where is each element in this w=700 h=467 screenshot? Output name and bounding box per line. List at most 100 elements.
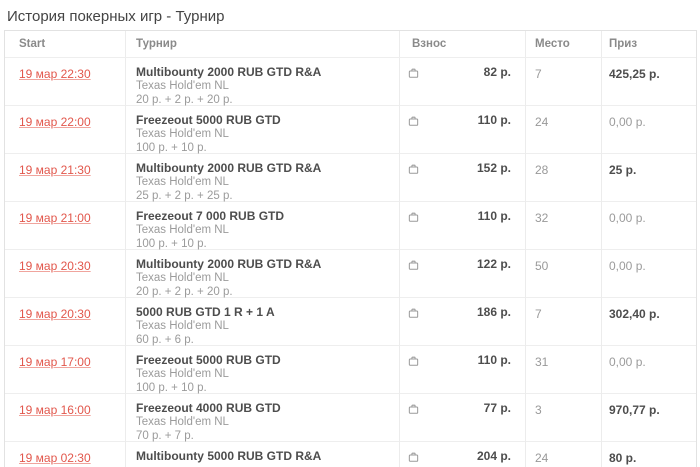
fee-value: 152 р. <box>476 161 511 175</box>
prize-value: 0,00 р. <box>609 355 646 369</box>
start-cell: 19 мар 16:00 <box>5 394 125 443</box>
tournament-start-link[interactable]: 19 мар 21:30 <box>19 163 91 177</box>
place-value: 24 <box>535 451 549 465</box>
game-type: Texas Hold'em NL <box>136 128 229 140</box>
table-row: 19 мар 16:00 Freezeout 4000 RUB GTD Texa… <box>5 393 696 443</box>
game-type: Texas Hold'em NL <box>136 416 229 428</box>
tournament-start-link[interactable]: 19 мар 02:30 <box>19 451 91 465</box>
tournament-history-table: Start Турнир Взнос Место Приз 19 мар 22:… <box>4 30 697 467</box>
tournament-name: Freezeout 7 000 RUB GTD <box>136 209 285 223</box>
buyin-structure: 20 р. + 2 р. + 20 р. <box>136 94 233 106</box>
column-header-prize: Приз <box>601 31 696 57</box>
fee-value: 110 р. <box>477 209 511 223</box>
prize-value: 425,25 р. <box>609 67 660 81</box>
briefcase-icon <box>408 450 419 467</box>
tournament-start-link[interactable]: 19 мар 21:00 <box>19 211 91 225</box>
table-row: 19 мар 21:30 Multibounty 2000 RUB GTD R&… <box>5 153 696 203</box>
fee-value: 110 р. <box>477 113 511 127</box>
prize-value: 970,77 р. <box>609 403 660 417</box>
column-header-fee: Взнос <box>399 31 525 57</box>
buyin-structure: 100 р. + 10 р. <box>136 142 207 154</box>
tournament-cell: 5000 RUB GTD 1 R + 1 A Texas Hold'em NL … <box>125 298 399 347</box>
prize-cell: 970,77 р. <box>601 394 696 443</box>
tournament-cell: Freezeout 7 000 RUB GTD Texas Hold'em NL… <box>125 202 399 251</box>
prize-cell: 80 р. <box>601 442 696 467</box>
buyin-structure: 100 р. + 10 р. <box>136 238 207 250</box>
tournament-name: Multibounty 5000 RUB GTD R&A <box>136 449 322 463</box>
tournament-start-link[interactable]: 19 мар 20:30 <box>19 259 91 273</box>
tournament-cell: Freezeout 5000 RUB GTD Texas Hold'em NL … <box>125 106 399 155</box>
tournament-cell: Multibounty 2000 RUB GTD R&A Texas Hold'… <box>125 58 399 107</box>
column-header-place: Место <box>525 31 601 57</box>
fee-cell: 77 р. <box>399 394 525 443</box>
fee-value: 110 р. <box>477 353 511 367</box>
tournament-name: 5000 RUB GTD 1 R + 1 A <box>136 305 275 319</box>
fee-cell: 82 р. <box>399 58 525 107</box>
place-value: 50 <box>535 259 549 273</box>
start-cell: 19 мар 22:30 <box>5 58 125 107</box>
place-value: 32 <box>535 211 549 225</box>
game-type: Texas Hold'em NL <box>136 272 229 284</box>
briefcase-icon <box>408 306 419 324</box>
place-cell: 50 <box>525 250 601 299</box>
buyin-structure: 70 р. + 7 р. <box>136 430 194 442</box>
table-header-row: Start Турнир Взнос Место Приз <box>5 31 696 57</box>
prize-cell: 0,00 р. <box>601 202 696 251</box>
table-row: 19 мар 20:30 5000 RUB GTD 1 R + 1 A Texa… <box>5 297 696 347</box>
briefcase-icon <box>408 66 419 84</box>
table-row: 19 мар 02:30 Multibounty 5000 RUB GTD R&… <box>5 441 696 467</box>
start-cell: 19 мар 17:00 <box>5 346 125 395</box>
tournament-name: Multibounty 2000 RUB GTD R&A <box>136 257 322 271</box>
prize-cell: 25 р. <box>601 154 696 203</box>
fee-value: 82 р. <box>483 65 511 79</box>
place-cell: 32 <box>525 202 601 251</box>
prize-value: 0,00 р. <box>609 259 646 273</box>
briefcase-icon <box>408 162 419 180</box>
start-cell: 19 мар 20:30 <box>5 250 125 299</box>
fee-value: 122 р. <box>476 257 511 271</box>
buyin-structure: 60 р. + 6 р. <box>136 334 194 346</box>
prize-cell: 425,25 р. <box>601 58 696 107</box>
prize-cell: 302,40 р. <box>601 298 696 347</box>
tournament-cell: Freezeout 4000 RUB GTD Texas Hold'em NL … <box>125 394 399 443</box>
prize-cell: 0,00 р. <box>601 250 696 299</box>
tournament-start-link[interactable]: 19 мар 16:00 <box>19 403 91 417</box>
tournament-cell: Multibounty 2000 RUB GTD R&A Texas Hold'… <box>125 154 399 203</box>
game-type: Texas Hold'em NL <box>136 320 229 332</box>
fee-cell: 204 р. <box>399 442 525 467</box>
table-row: 19 мар 20:30 Multibounty 2000 RUB GTD R&… <box>5 249 696 299</box>
prize-value: 302,40 р. <box>609 307 660 321</box>
prize-value: 80 р. <box>609 451 637 465</box>
tournament-start-link[interactable]: 19 мар 17:00 <box>19 355 91 369</box>
briefcase-icon <box>408 114 419 132</box>
place-value: 31 <box>535 355 549 369</box>
prize-cell: 0,00 р. <box>601 346 696 395</box>
tournament-start-link[interactable]: 19 мар 22:00 <box>19 115 91 129</box>
tournament-start-link[interactable]: 19 мар 20:30 <box>19 307 91 321</box>
game-type: Texas Hold'em NL <box>136 176 229 188</box>
start-cell: 19 мар 20:30 <box>5 298 125 347</box>
fee-value: 186 р. <box>476 305 511 319</box>
fee-cell: 122 р. <box>399 250 525 299</box>
buyin-structure: 25 р. + 2 р. + 25 р. <box>136 190 233 202</box>
start-cell: 19 мар 02:30 <box>5 442 125 467</box>
tournament-name: Multibounty 2000 RUB GTD R&A <box>136 161 322 175</box>
tournament-name: Freezeout 5000 RUB GTD <box>136 353 281 367</box>
place-value: 3 <box>535 403 542 417</box>
prize-value: 0,00 р. <box>609 211 646 225</box>
buyin-structure: 100 р. + 10 р. <box>136 382 207 394</box>
fee-value: 77 р. <box>483 401 511 415</box>
prize-value: 0,00 р. <box>609 115 646 129</box>
prize-cell: 0,00 р. <box>601 106 696 155</box>
briefcase-icon <box>408 258 419 276</box>
tournament-name: Freezeout 4000 RUB GTD <box>136 401 281 415</box>
fee-cell: 110 р. <box>399 202 525 251</box>
tournament-name: Multibounty 2000 RUB GTD R&A <box>136 65 322 79</box>
fee-cell: 110 р. <box>399 106 525 155</box>
place-cell: 24 <box>525 442 601 467</box>
game-type: Texas Hold'em NL <box>136 224 229 236</box>
briefcase-icon <box>408 210 419 228</box>
tournament-start-link[interactable]: 19 мар 22:30 <box>19 67 91 81</box>
place-value: 7 <box>535 67 542 81</box>
tournament-cell: Freezeout 5000 RUB GTD Texas Hold'em NL … <box>125 346 399 395</box>
